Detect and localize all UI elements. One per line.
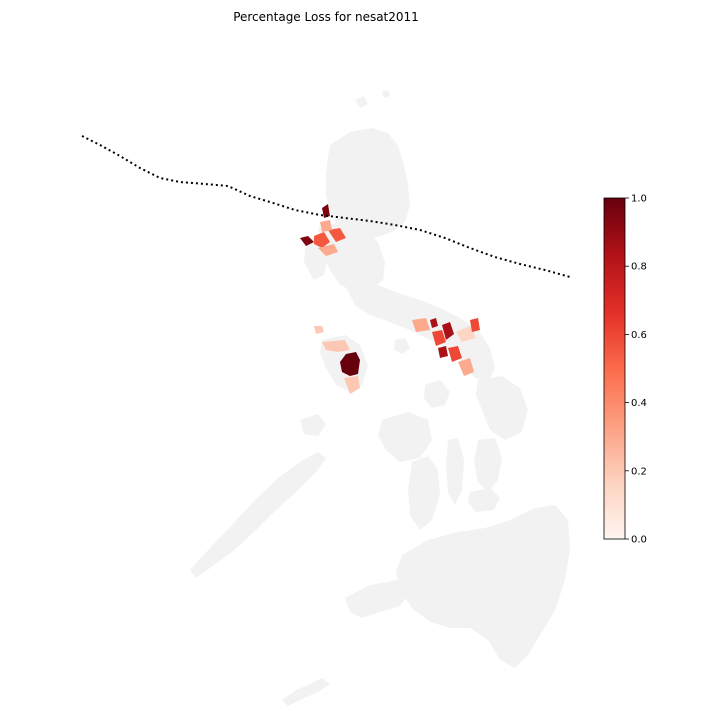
- luzon-north: [326, 128, 410, 238]
- cebu: [446, 438, 464, 505]
- loss-region-bicol-3: [412, 318, 430, 332]
- loss-region-north-luzon-4: [322, 204, 330, 218]
- loss-region-mindoro-3: [344, 376, 360, 394]
- loss-regions: [300, 204, 480, 394]
- colorbar-tick-label: 1.0: [631, 194, 647, 205]
- loss-region-bicol-4: [438, 346, 448, 358]
- map-title: Percentage Loss for nesat2011: [233, 10, 419, 24]
- loss-region-bicol-5: [448, 346, 462, 362]
- loss-region-mindoro-2: [322, 340, 350, 352]
- colorbar-tick-label: 0.0: [631, 535, 647, 546]
- panay: [378, 412, 432, 462]
- loss-region-north-luzon-1: [300, 236, 314, 246]
- batanes-islands: [382, 90, 390, 98]
- loss-region-north-luzon-2: [314, 232, 330, 248]
- loss-region-mindoro-1: [340, 352, 360, 376]
- loss-region-bicol-2: [432, 330, 446, 346]
- leyte: [474, 438, 502, 492]
- babuyan-islands: [355, 96, 368, 108]
- bohol: [468, 488, 500, 512]
- mindanao: [396, 505, 570, 668]
- loss-region-bicol-8: [458, 358, 474, 376]
- zamboanga-peninsula: [345, 580, 410, 618]
- negros: [408, 456, 440, 530]
- colorbar-ticks: 0.0 0.2 0.4 0.6 0.8 1.0: [625, 194, 647, 546]
- storm-track-line: [81, 135, 571, 278]
- loss-region-north-luzon-6: [320, 220, 332, 232]
- colorbar-tick-label: 0.2: [631, 466, 647, 477]
- colorbar-gradient: [603, 197, 626, 540]
- marinduque: [394, 338, 410, 354]
- philippines-landmass: [190, 90, 570, 706]
- loss-region-bicol-9: [430, 318, 438, 328]
- loss-region-bicol-6: [456, 326, 476, 342]
- calamian-islands: [300, 414, 326, 436]
- colorbar: 0.0 0.2 0.4 0.6 0.8 1.0: [603, 194, 647, 546]
- samar: [476, 376, 528, 440]
- colorbar-tick-label: 0.8: [631, 262, 647, 273]
- loss-region-bicol-7: [470, 318, 480, 332]
- loss-region-north-luzon-5: [328, 228, 346, 242]
- masbate: [424, 380, 450, 408]
- loss-region-mindoro-4: [314, 326, 324, 334]
- loss-region-north-luzon-3: [318, 244, 338, 256]
- loss-region-bicol-1: [442, 322, 454, 340]
- colorbar-tick-label: 0.4: [631, 398, 647, 409]
- palawan: [190, 452, 326, 578]
- colorbar-tick-label: 0.6: [631, 330, 647, 341]
- sulu-archipelago: [282, 678, 330, 706]
